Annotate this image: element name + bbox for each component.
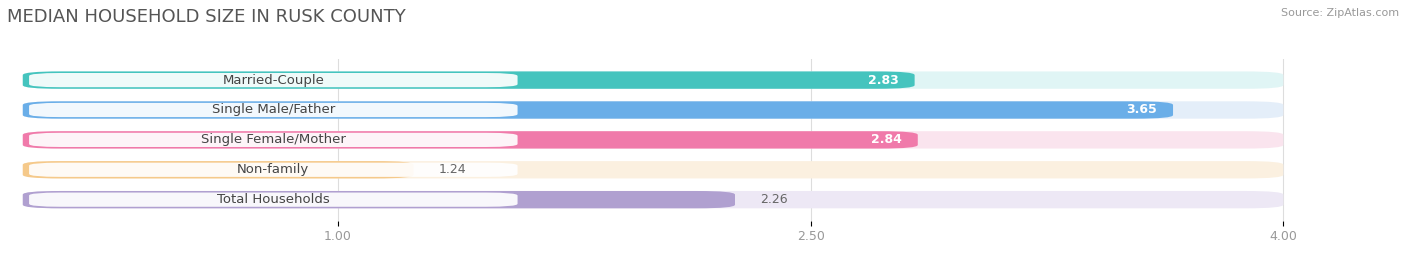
Text: Single Male/Father: Single Male/Father <box>212 104 335 116</box>
FancyBboxPatch shape <box>30 73 517 87</box>
FancyBboxPatch shape <box>22 72 1284 89</box>
Text: 2.83: 2.83 <box>868 74 898 87</box>
FancyBboxPatch shape <box>22 101 1173 119</box>
Text: Total Households: Total Households <box>217 193 329 206</box>
FancyBboxPatch shape <box>22 191 1284 208</box>
Text: Married-Couple: Married-Couple <box>222 74 325 87</box>
Text: Source: ZipAtlas.com: Source: ZipAtlas.com <box>1281 8 1399 18</box>
FancyBboxPatch shape <box>22 131 1284 148</box>
FancyBboxPatch shape <box>30 103 517 117</box>
Text: Single Female/Mother: Single Female/Mother <box>201 133 346 146</box>
FancyBboxPatch shape <box>30 133 517 147</box>
Text: MEDIAN HOUSEHOLD SIZE IN RUSK COUNTY: MEDIAN HOUSEHOLD SIZE IN RUSK COUNTY <box>7 8 406 26</box>
FancyBboxPatch shape <box>22 131 918 148</box>
FancyBboxPatch shape <box>22 101 1284 119</box>
FancyBboxPatch shape <box>22 161 1284 178</box>
FancyBboxPatch shape <box>30 193 517 207</box>
FancyBboxPatch shape <box>30 163 517 177</box>
Text: 2.26: 2.26 <box>761 193 787 206</box>
Text: 1.24: 1.24 <box>439 163 467 176</box>
FancyBboxPatch shape <box>22 72 915 89</box>
FancyBboxPatch shape <box>22 161 413 178</box>
FancyBboxPatch shape <box>22 191 735 208</box>
Text: 2.84: 2.84 <box>872 133 903 146</box>
Text: 3.65: 3.65 <box>1126 104 1157 116</box>
Text: Non-family: Non-family <box>238 163 309 176</box>
